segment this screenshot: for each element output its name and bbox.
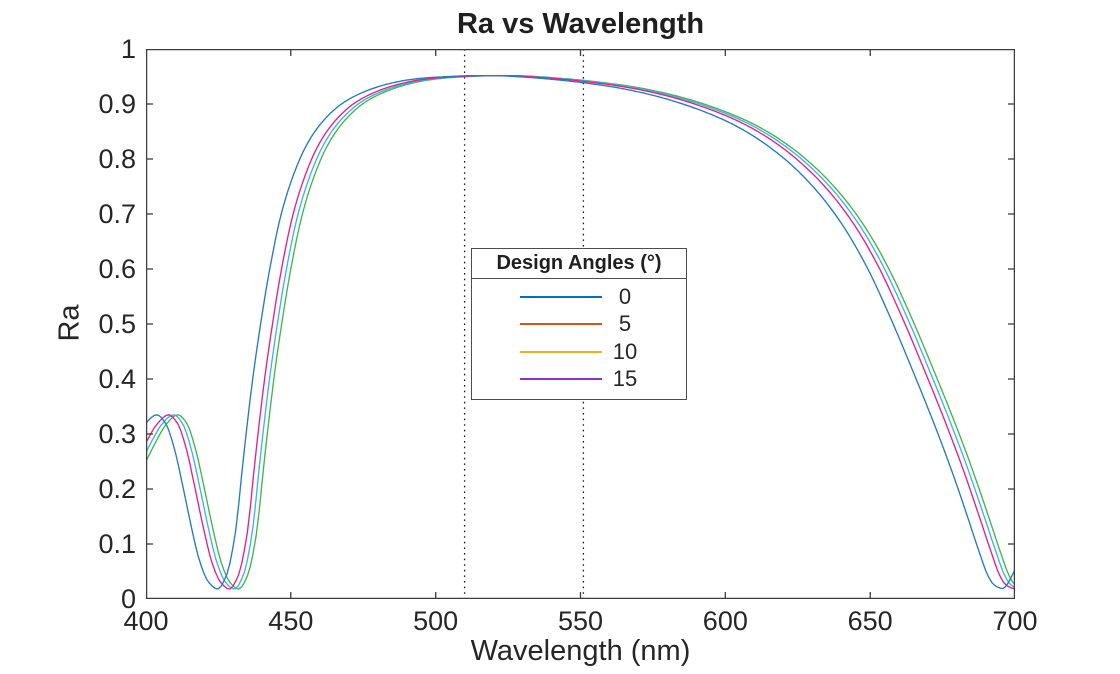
legend-entry-label: 15 [612, 366, 638, 392]
x-axis-label: Wavelength (nm) [470, 635, 691, 667]
x-tick-label: 500 [413, 606, 459, 636]
legend-entry: 15 [472, 366, 686, 394]
x-tick-label: 550 [557, 606, 604, 636]
legend-line-swatch [520, 323, 602, 326]
y-tick-label: 0.5 [98, 309, 136, 339]
series-line-10deg [146, 75, 1015, 590]
legend-entry: 0 [472, 283, 686, 311]
legend-line-swatch [520, 295, 602, 298]
y-tick-label: 0.6 [98, 254, 136, 284]
plot-svg [146, 49, 1015, 599]
y-tick-label: 0.4 [98, 364, 136, 394]
legend-line-swatch [520, 350, 602, 353]
legend-entry-label: 10 [612, 338, 638, 364]
x-tick-label: 450 [268, 606, 314, 636]
y-tick-label: 0.3 [98, 419, 136, 449]
legend-entry-label: 5 [618, 311, 632, 337]
legend: Design Angles (°) 0 5 10 15 [471, 248, 687, 400]
x-tick-label: 600 [702, 606, 748, 636]
axes-frame [146, 49, 1015, 599]
y-tick-label: 0.8 [98, 144, 136, 174]
x-tick-label: 700 [992, 606, 1038, 636]
y-tick-label: 0.7 [98, 199, 136, 229]
plot-title: Ra vs Wavelength [456, 8, 705, 40]
x-tick-label: 650 [847, 606, 893, 636]
y-tick-label: 0.1 [98, 529, 136, 559]
y-tick-label: 1 [120, 34, 136, 64]
legend-title: Design Angles (°) [472, 249, 686, 279]
series-line-15deg [146, 75, 1015, 590]
legend-entry: 5 [472, 311, 686, 339]
y-tick-label: 0.9 [98, 89, 136, 119]
legend-line-swatch [520, 378, 602, 381]
x-tick-label: 400 [123, 606, 169, 636]
legend-items: 0 5 10 15 [472, 279, 686, 393]
y-tick-label: 0.2 [98, 474, 136, 504]
legend-entry-label: 0 [618, 283, 632, 309]
plot-area [146, 49, 1015, 599]
y-tick-label: 0 [120, 584, 136, 614]
legend-entry: 10 [472, 338, 686, 366]
